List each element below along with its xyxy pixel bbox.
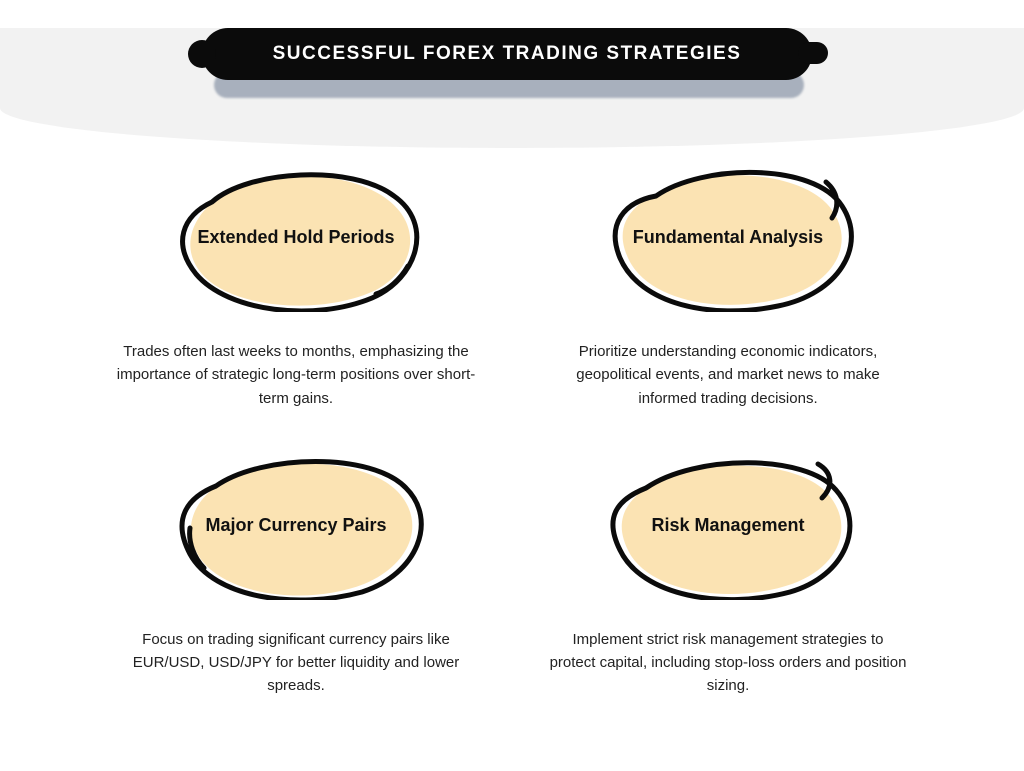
blob-major-currency-pairs: Major Currency Pairs bbox=[166, 450, 426, 600]
card-extended-hold: Extended Hold Periods Trades often last … bbox=[100, 162, 492, 410]
title-pill: SUCCESSFUL FOREX TRADING STRATEGIES bbox=[202, 28, 812, 80]
card-heading: Major Currency Pairs bbox=[175, 513, 416, 537]
card-fundamental-analysis: Fundamental Analysis Prioritize understa… bbox=[532, 162, 924, 410]
card-heading: Fundamental Analysis bbox=[603, 225, 853, 249]
title-banner: SUCCESSFUL FOREX TRADING STRATEGIES bbox=[202, 28, 822, 92]
card-description: Focus on trading significant currency pa… bbox=[116, 628, 476, 698]
card-major-currency-pairs: Major Currency Pairs Focus on trading si… bbox=[100, 450, 492, 698]
card-description: Trades often last weeks to months, empha… bbox=[116, 340, 476, 410]
card-description: Implement strict risk management strateg… bbox=[548, 628, 908, 698]
blob-fundamental-analysis: Fundamental Analysis bbox=[598, 162, 858, 312]
card-heading: Extended Hold Periods bbox=[167, 225, 424, 249]
blob-extended-hold: Extended Hold Periods bbox=[166, 162, 426, 312]
card-heading: Risk Management bbox=[621, 513, 834, 537]
page-title: SUCCESSFUL FOREX TRADING STRATEGIES bbox=[273, 43, 742, 65]
strategies-grid: Extended Hold Periods Trades often last … bbox=[0, 162, 1024, 698]
card-description: Prioritize understanding economic indica… bbox=[548, 340, 908, 410]
blob-risk-management: Risk Management bbox=[598, 450, 858, 600]
card-risk-management: Risk Management Implement strict risk ma… bbox=[532, 450, 924, 698]
